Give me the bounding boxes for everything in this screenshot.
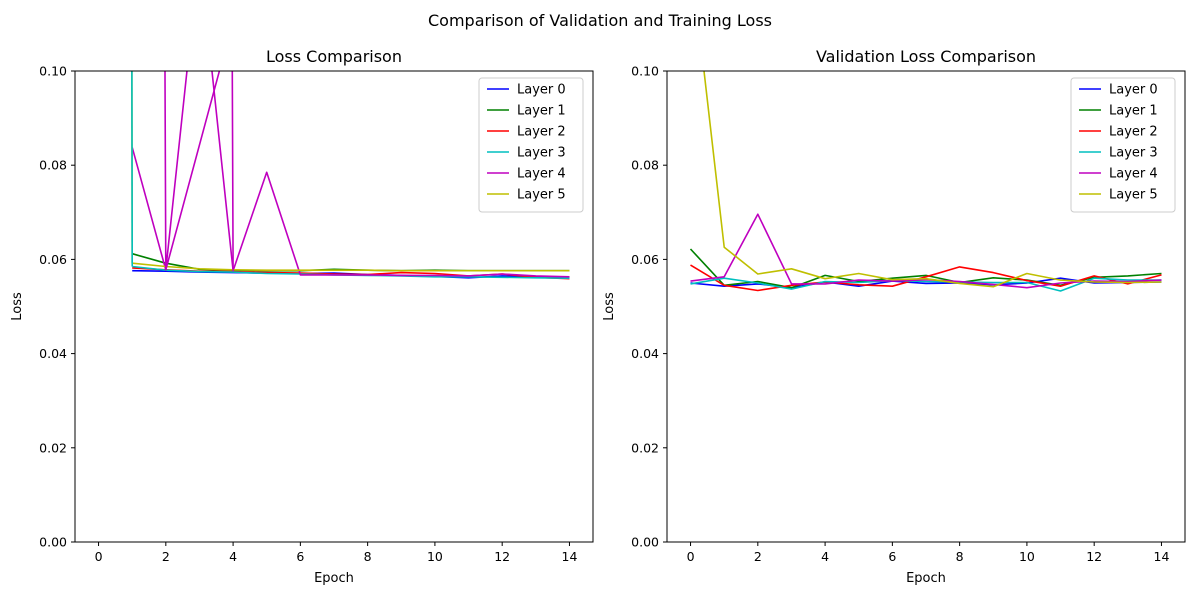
y-tick-label: 0.10 <box>39 64 67 79</box>
y-tick-label: 0.04 <box>39 346 67 361</box>
x-tick-label: 12 <box>494 549 510 564</box>
x-tick-label: 0 <box>687 549 695 564</box>
y-tick-label: 0.00 <box>39 535 67 550</box>
y-tick-label: 0.06 <box>39 252 67 267</box>
legend-label-layer-1: Layer 1 <box>517 104 566 119</box>
legend-label-layer-2: Layer 2 <box>1109 125 1158 140</box>
loss-comparison-panel: Loss Comparison 0 2 4 6 8 10 12 14 0.00 0.02 0.04 0.… <box>10 47 594 586</box>
y-axis-label: Loss <box>602 292 617 321</box>
y-tick-label: 0.08 <box>631 158 659 173</box>
legend-label-layer-3: Layer 3 <box>517 146 566 161</box>
legend-box <box>478 77 584 213</box>
series-spike-layer-4 <box>164 71 234 271</box>
x-tick-label: 10 <box>427 549 443 564</box>
x-tick-label: 10 <box>1019 549 1035 564</box>
series-lines <box>131 71 570 280</box>
y-axis-label: Loss <box>10 292 25 321</box>
legend-label-layer-5: Layer 5 <box>1109 188 1158 203</box>
plot-frame <box>666 70 1186 543</box>
x-tick-label: 4 <box>821 549 829 564</box>
x-tick-label: 6 <box>296 549 304 564</box>
series-line-layer-4 <box>131 71 570 278</box>
legend-box <box>1070 77 1176 213</box>
series-lines <box>689 71 1162 292</box>
x-axis-label: Epoch <box>906 571 946 586</box>
y-tick-label: 0.00 <box>631 535 659 550</box>
legend-label-layer-0: Layer 0 <box>517 83 566 98</box>
x-axis-label: Epoch <box>314 571 354 586</box>
series-line-layer-2 <box>690 264 1162 292</box>
y-tick-label: 0.10 <box>631 64 659 79</box>
chart-title: Validation Loss Comparison <box>816 47 1036 66</box>
validation-loss-comparison-panel: Validation Loss Comparison 0 2 4 6 8 10 12 14 0.0… <box>602 47 1186 586</box>
chart-title: Loss Comparison <box>266 47 402 66</box>
x-tick-label: 2 <box>162 549 170 564</box>
legend-label-layer-4: Layer 4 <box>1109 167 1158 182</box>
y-tick-label: 0.02 <box>631 440 659 455</box>
series-line-layer-5 <box>132 262 570 272</box>
y-tick-label: 0.02 <box>39 440 67 455</box>
legend-label-layer-3: Layer 3 <box>1109 146 1158 161</box>
figure-title: Comparison of Validation and Training Lo… <box>428 11 772 30</box>
legend-label-layer-1: Layer 1 <box>1109 104 1158 119</box>
x-tick-label: 14 <box>562 549 578 564</box>
legend: Layer 0 Layer 1 Layer 2 Layer 3 Layer 4 Layer… <box>1070 77 1176 213</box>
legend: Layer 0 Layer 1 Layer 2 Layer 3 Layer 4 Layer… <box>478 77 584 213</box>
x-tick-label: 12 <box>1086 549 1102 564</box>
x-tick-label: 6 <box>888 549 896 564</box>
legend-label-layer-2: Layer 2 <box>517 125 566 140</box>
legend-label-layer-0: Layer 0 <box>1109 83 1158 98</box>
x-tick-label: 4 <box>229 549 237 564</box>
series-line-layer-5 <box>703 71 1162 288</box>
plot-frame <box>74 70 594 543</box>
y-tick-label: 0.08 <box>39 158 67 173</box>
x-tick-label: 0 <box>95 549 103 564</box>
y-tick-label: 0.06 <box>631 252 659 267</box>
x-tick-label: 8 <box>956 549 964 564</box>
y-tick-label: 0.04 <box>631 346 659 361</box>
x-tick-label: 2 <box>754 549 762 564</box>
legend-label-layer-5: Layer 5 <box>517 188 566 203</box>
x-tick-label: 8 <box>364 549 372 564</box>
legend-label-layer-4: Layer 4 <box>517 167 566 182</box>
x-tick-label: 14 <box>1154 549 1170 564</box>
